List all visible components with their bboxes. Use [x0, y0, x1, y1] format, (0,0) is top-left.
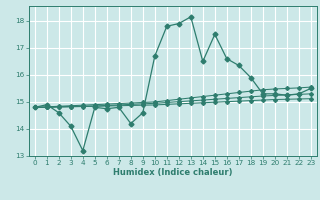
X-axis label: Humidex (Indice chaleur): Humidex (Indice chaleur)	[113, 168, 233, 177]
